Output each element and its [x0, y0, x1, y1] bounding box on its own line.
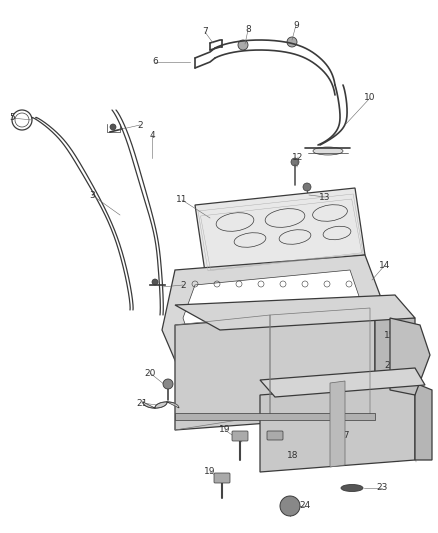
Circle shape — [163, 379, 173, 389]
Polygon shape — [195, 188, 365, 272]
Text: 24: 24 — [300, 502, 311, 511]
Text: 14: 14 — [379, 261, 391, 270]
Text: 20: 20 — [144, 368, 155, 377]
Text: 5: 5 — [9, 114, 15, 123]
Text: 18: 18 — [287, 450, 299, 459]
Text: 2: 2 — [137, 120, 143, 130]
Polygon shape — [375, 310, 415, 415]
Text: 23: 23 — [376, 483, 388, 492]
Polygon shape — [260, 368, 425, 397]
Polygon shape — [175, 295, 415, 330]
Polygon shape — [143, 402, 179, 408]
FancyBboxPatch shape — [267, 431, 283, 440]
Polygon shape — [175, 413, 375, 420]
Text: 8: 8 — [245, 26, 251, 35]
Text: 9: 9 — [293, 20, 299, 29]
Ellipse shape — [341, 484, 363, 491]
Text: 16: 16 — [419, 353, 431, 362]
Text: 15: 15 — [384, 330, 396, 340]
Text: 22: 22 — [385, 360, 396, 369]
Text: 17: 17 — [339, 431, 351, 440]
Text: 19: 19 — [219, 425, 231, 434]
Ellipse shape — [174, 306, 196, 313]
Text: 13: 13 — [319, 192, 331, 201]
Polygon shape — [175, 310, 375, 430]
Ellipse shape — [313, 147, 343, 155]
FancyBboxPatch shape — [214, 473, 230, 483]
Polygon shape — [330, 381, 345, 467]
Circle shape — [152, 279, 158, 285]
Text: 21: 21 — [136, 399, 148, 408]
Polygon shape — [415, 383, 432, 460]
Circle shape — [287, 37, 297, 47]
Text: 7: 7 — [202, 28, 208, 36]
Text: 1: 1 — [205, 311, 211, 320]
FancyBboxPatch shape — [232, 431, 248, 441]
Polygon shape — [162, 255, 380, 372]
Text: 2: 2 — [180, 280, 186, 289]
Text: 11: 11 — [176, 196, 188, 205]
Polygon shape — [260, 383, 415, 472]
Text: 3: 3 — [89, 190, 95, 199]
Polygon shape — [390, 318, 430, 395]
Circle shape — [238, 40, 248, 50]
Text: 19: 19 — [204, 467, 216, 477]
Text: 12: 12 — [292, 152, 304, 161]
Circle shape — [280, 496, 300, 516]
Text: 10: 10 — [364, 93, 376, 102]
Circle shape — [303, 183, 311, 191]
Text: 4: 4 — [149, 131, 155, 140]
Circle shape — [110, 124, 116, 130]
Circle shape — [291, 158, 299, 166]
Polygon shape — [183, 270, 362, 360]
Text: 6: 6 — [152, 58, 158, 67]
